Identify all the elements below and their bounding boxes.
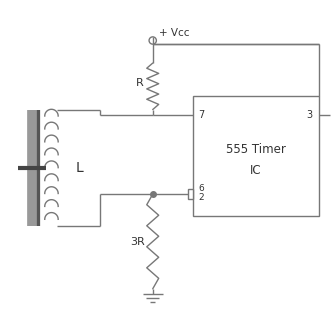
- Text: IC: IC: [250, 164, 262, 178]
- Text: 555 Timer: 555 Timer: [226, 143, 286, 156]
- Bar: [193, 96, 319, 216]
- Text: R: R: [136, 78, 144, 88]
- Text: 3: 3: [307, 110, 313, 120]
- Bar: [188, 189, 193, 199]
- Text: 7: 7: [199, 110, 205, 120]
- Text: 2: 2: [199, 193, 204, 202]
- Text: L: L: [76, 161, 84, 175]
- Text: 6: 6: [199, 184, 204, 193]
- Text: + Vcc: + Vcc: [159, 28, 189, 38]
- Text: 3R: 3R: [130, 236, 145, 247]
